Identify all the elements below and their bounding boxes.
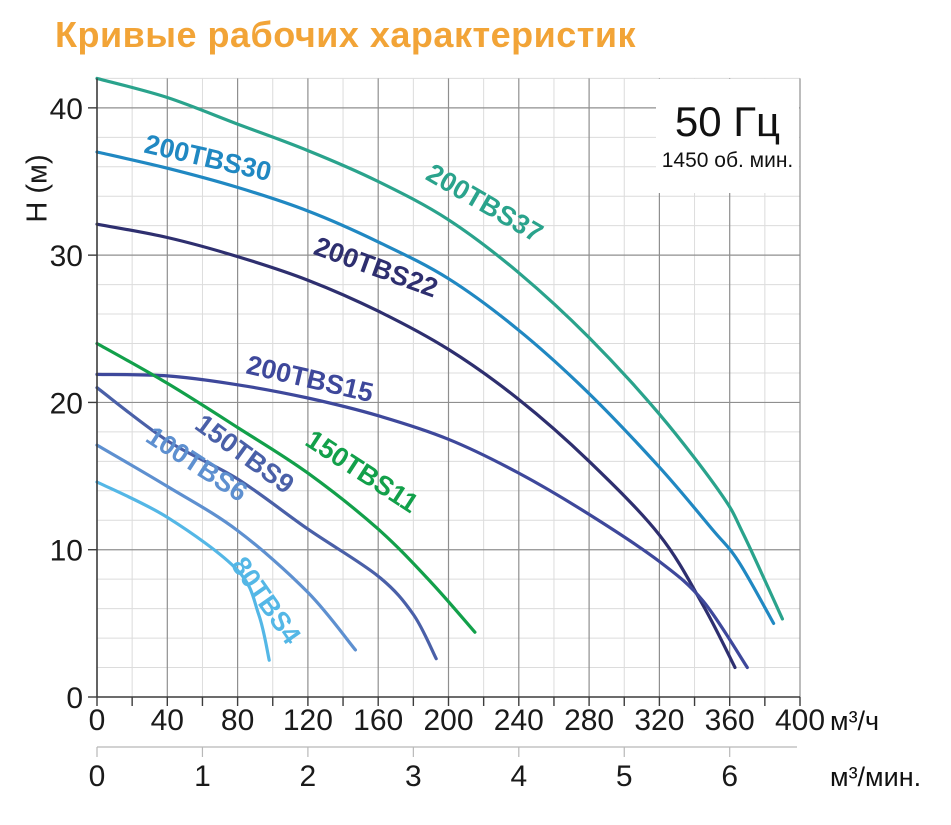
curve-200TBS15 xyxy=(95,372,749,670)
x-axis-unit-primary: м³/ч xyxy=(830,706,880,736)
curve-labels: 200TBS37200TBS30200TBS22200TBS15150TBS11… xyxy=(141,129,548,650)
secondary-x-axis-labels: 0 1 2 3 4 5 6 xyxy=(89,760,738,793)
page-title: Кривые рабочих характеристик xyxy=(55,14,637,55)
curve-label-200TBS37: 200TBS37 xyxy=(421,158,548,249)
x2-tick-label: 6 xyxy=(721,760,738,793)
x2-tick-label: 3 xyxy=(405,760,422,793)
frequency-value: 50 Гц xyxy=(674,97,781,145)
x-tick-label: 320 xyxy=(634,704,684,737)
curve-200TBS22 xyxy=(95,222,737,670)
x-tick-label: 280 xyxy=(564,704,614,737)
pump-curves xyxy=(95,76,784,670)
x-tick-label: 120 xyxy=(283,704,333,737)
x2-tick-label: 0 xyxy=(89,760,106,793)
x-tick-label: 160 xyxy=(353,704,403,737)
curve-80TBS4 xyxy=(95,480,271,662)
y-axis-labels: 0 10 20 30 40 xyxy=(50,93,83,715)
curve-150TBS11 xyxy=(95,341,477,634)
x2-tick-label: 1 xyxy=(194,760,211,793)
frequency-annotation: 50 Гц 1450 об. мин. xyxy=(656,79,799,193)
x-tick-label: 360 xyxy=(705,704,755,737)
x-tick-label: 400 xyxy=(775,704,825,737)
x-tick-label: 200 xyxy=(423,704,473,737)
curve-200TBS30 xyxy=(95,150,776,625)
x-tick-label: 240 xyxy=(494,704,544,737)
grid-major xyxy=(97,78,801,697)
y-tick-label: 20 xyxy=(50,387,83,420)
y-axis-label: H (м) xyxy=(21,154,54,223)
curve-150TBS9 xyxy=(95,386,438,661)
x2-tick-label: 2 xyxy=(300,760,317,793)
x2-tick-label: 5 xyxy=(616,760,633,793)
x-tick-label: 40 xyxy=(151,704,184,737)
x2-tick-label: 4 xyxy=(510,760,527,793)
curve-200TBS37 xyxy=(95,76,784,621)
x-tick-label: 80 xyxy=(221,704,254,737)
y-tick-label: 30 xyxy=(50,240,83,273)
rotation-speed-value: 1450 об. мин. xyxy=(661,149,794,173)
x-axis-labels: 0 40 80 120 160 200 240 280 320 360 400 xyxy=(89,704,825,737)
y-tick-label: 0 xyxy=(66,682,83,715)
curve-label-150TBS11: 150TBS11 xyxy=(300,424,423,519)
x-tick-label: 0 xyxy=(89,704,106,737)
x-axis-unit-secondary: м³/мин. xyxy=(830,762,922,792)
secondary-x-axis xyxy=(96,746,797,757)
tick-marks xyxy=(88,107,801,706)
curve-100TBS6 xyxy=(95,443,357,652)
y-tick-label: 40 xyxy=(50,93,83,126)
y-tick-label: 10 xyxy=(50,535,83,568)
